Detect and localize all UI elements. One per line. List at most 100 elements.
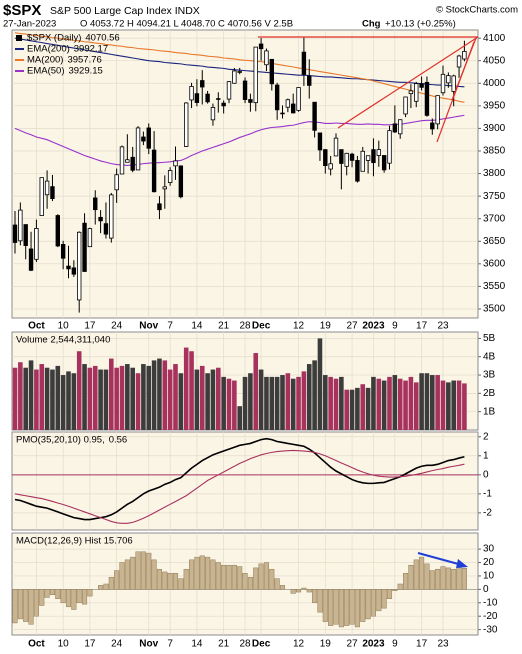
histogram-bar	[461, 568, 467, 590]
candle-body	[274, 84, 280, 111]
x-tick-label: 9	[392, 639, 398, 650]
legend-label: EMA(200)	[27, 44, 70, 55]
x-tick-label: 21	[218, 321, 230, 332]
volume-bar	[339, 376, 344, 430]
candle-body	[98, 216, 103, 222]
candle-body	[414, 83, 419, 102]
x-tick-label: 10	[58, 639, 70, 650]
volume-bar	[103, 369, 109, 430]
candle-body	[119, 146, 125, 175]
volume-bar	[87, 367, 93, 430]
candle-body	[226, 81, 232, 100]
volume-bar	[248, 373, 253, 430]
candle-body	[328, 163, 333, 170]
candle-body	[307, 75, 312, 86]
histogram-bar	[360, 589, 366, 622]
histogram-bar	[242, 573, 248, 590]
candle-body	[44, 180, 50, 196]
histogram-bar	[162, 571, 168, 590]
candle-body	[333, 137, 339, 157]
volume-bar	[269, 376, 275, 430]
candle-body	[258, 43, 264, 50]
histogram-bar	[60, 589, 66, 604]
histogram-bar	[140, 551, 146, 590]
volume-bar	[285, 373, 291, 430]
candle-body	[103, 223, 109, 235]
change: +10.13 (+0.25%)	[385, 19, 456, 30]
volume-bar	[34, 369, 39, 430]
histogram-bar	[312, 589, 318, 604]
volume-bar	[216, 367, 221, 430]
histogram-bar	[237, 566, 243, 590]
x-tick-label: Nov	[139, 639, 158, 650]
y-tick-label: 2B	[483, 388, 496, 399]
volume-bar	[296, 376, 301, 430]
y-tick-label: 4B	[483, 351, 496, 362]
histogram-bar	[445, 567, 451, 590]
volume-bar	[119, 365, 125, 430]
x-tick-label: 10	[58, 321, 70, 332]
date: 27-Jan-2023	[3, 19, 56, 30]
candle-body	[23, 224, 28, 246]
candle-body	[151, 149, 157, 193]
candle-body	[392, 123, 398, 133]
histogram-bar	[114, 570, 120, 590]
histogram-bar	[365, 589, 371, 620]
histogram-bar	[354, 589, 360, 628]
candle-body	[157, 203, 162, 211]
candle-body	[50, 186, 55, 199]
x-tick-label: 14	[191, 639, 203, 650]
candle-body	[317, 132, 323, 151]
volume-bar	[162, 360, 168, 430]
candle-body	[371, 149, 376, 164]
volume-bar	[408, 376, 414, 430]
candle-body	[456, 55, 462, 68]
indicator-line	[14, 114, 465, 166]
histogram-bar	[231, 564, 237, 590]
x-tick-label: 23	[437, 639, 449, 650]
candle-body	[242, 80, 248, 100]
trend-line	[451, 37, 477, 101]
histogram-bar	[440, 566, 446, 590]
volume-bar	[189, 351, 194, 430]
trend-line	[337, 36, 479, 129]
y-tick-label: -30	[483, 624, 498, 635]
candle-body	[376, 149, 381, 156]
histogram-bar	[103, 583, 109, 590]
volume-bar	[135, 373, 141, 430]
histogram-bar	[263, 562, 269, 590]
volume-bar	[28, 360, 34, 430]
histogram-bar	[376, 589, 382, 612]
candle-body	[290, 103, 296, 114]
histogram-bar	[178, 578, 184, 590]
y-tick-label: 0	[483, 584, 489, 595]
candle-body	[125, 159, 130, 163]
volume-bar	[18, 362, 23, 430]
histogram-bar	[98, 585, 104, 590]
histogram-bar	[386, 589, 393, 600]
arrow-head	[456, 559, 468, 568]
candle-body	[146, 127, 151, 149]
candle-body	[365, 155, 371, 161]
histogram-bar	[258, 563, 264, 590]
x-tick-label: 17	[416, 639, 428, 650]
candle-body	[194, 93, 200, 103]
histogram-bar	[322, 589, 328, 622]
histogram-bar	[205, 556, 211, 590]
volume-bar	[76, 351, 82, 430]
volume-bar	[290, 378, 296, 430]
volume-bar	[403, 380, 408, 430]
histogram-bar	[296, 589, 302, 593]
histogram-bar	[183, 568, 189, 590]
candle-body	[200, 80, 205, 88]
x-tick-label: 12	[293, 321, 305, 332]
volume-bar	[173, 364, 178, 430]
candle-body	[183, 102, 189, 147]
histogram-bar	[317, 589, 323, 613]
y-tick-label: 3B	[483, 370, 496, 381]
candle-body	[403, 96, 408, 115]
x-tick-label: 28	[239, 321, 251, 332]
arrow	[417, 552, 463, 566]
x-tick-label: 21	[218, 639, 230, 650]
